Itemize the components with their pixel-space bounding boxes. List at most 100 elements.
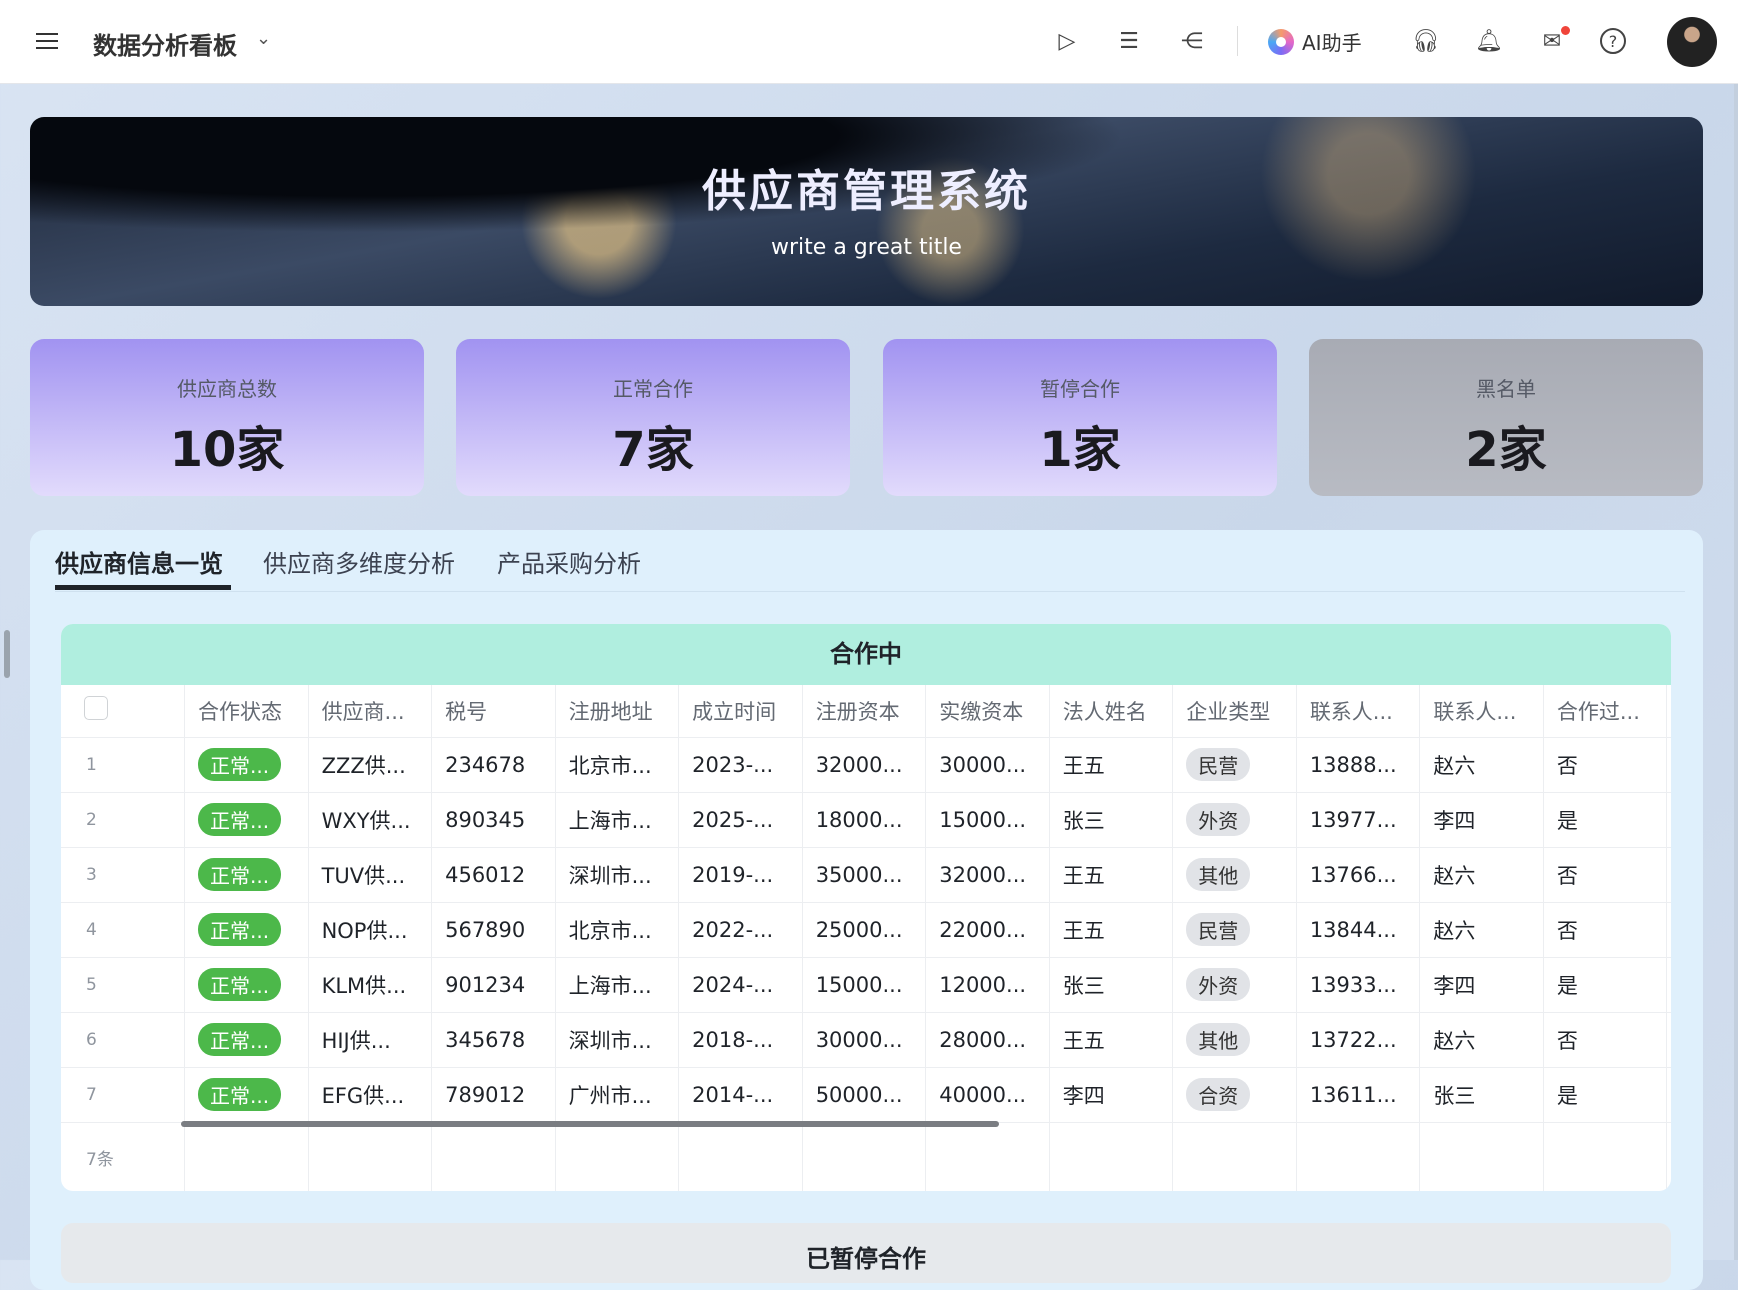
footer-cell xyxy=(1666,1122,1671,1191)
stat-label: 黑名单 xyxy=(1476,377,1536,401)
table-cell: 否 xyxy=(1543,847,1668,903)
status-badge: 正常... xyxy=(198,1023,282,1056)
column-header[interactable]: 实缴资本 xyxy=(925,685,1050,738)
table-cell: 赵六 xyxy=(1419,847,1544,903)
avatar[interactable] xyxy=(1667,17,1717,67)
table-cell: 32000... xyxy=(925,847,1050,903)
table-cell: 789012 xyxy=(431,1067,556,1123)
row-index: 5 xyxy=(61,957,186,1013)
ai-assistant-button[interactable]: AI助手 xyxy=(1268,27,1362,56)
table-cell: 40000... xyxy=(925,1067,1050,1123)
notification-dot xyxy=(1561,26,1570,35)
sliders-icon[interactable]: ☰ xyxy=(1119,28,1139,54)
table-cell: 李四 xyxy=(1419,792,1544,848)
company-type-cell: 民营 xyxy=(1172,902,1297,958)
table-cell: 15000... xyxy=(802,957,927,1013)
active-suppliers-table-card: 合作中 合作状态 供应商... 税号 注册地址 成立时间 注册资本 实缴资本 法人姓名 企业类型… xyxy=(61,624,1671,1191)
stat-card-paused: 暂停合作 1家 xyxy=(883,339,1277,496)
table-row[interactable]: 6 正常... HIJ供... 345678 深圳市... 2018-... 30000..… xyxy=(61,1012,1671,1068)
column-header[interactable]: 合作过... xyxy=(1543,685,1668,738)
table-cell: 13933... xyxy=(1296,957,1421,1013)
page-scrollbar[interactable] xyxy=(1734,84,1738,1260)
footer-cell xyxy=(1172,1122,1297,1191)
table-cell: 深圳市... xyxy=(555,847,680,903)
footer-cell xyxy=(1049,1122,1174,1191)
help-icon[interactable]: ? xyxy=(1600,28,1626,54)
chevron-down-icon[interactable]: ⌄ xyxy=(256,28,272,49)
table-cell: 18000... xyxy=(802,792,927,848)
table-cell: 2025-... xyxy=(678,792,803,848)
column-header[interactable]: 法人姓名 xyxy=(1049,685,1174,738)
ai-label: AI助手 xyxy=(1302,31,1362,55)
dashboard-title[interactable]: 数据分析看板 xyxy=(93,32,237,60)
table-cell: 王五 xyxy=(1049,1012,1174,1068)
column-header[interactable]: 合作状态 xyxy=(184,685,309,738)
stat-value: 2家 xyxy=(1465,422,1547,478)
play-icon[interactable]: ▷ xyxy=(1058,28,1076,54)
table-header-row: 合作状态 供应商... 税号 注册地址 成立时间 注册资本 实缴资本 法人姓名 企业类型 联系人.… xyxy=(61,685,1671,738)
table-cell: 15000... xyxy=(925,792,1050,848)
table-cell: 上海市... xyxy=(555,792,680,848)
tab-supplier-overview[interactable]: 供应商信息一览 xyxy=(55,550,223,578)
headset-icon[interactable]: 🎧︎ xyxy=(1412,28,1440,54)
stat-value: 10家 xyxy=(169,422,285,478)
select-all-checkbox[interactable] xyxy=(61,685,186,738)
table-row[interactable]: 5 正常... KLM供... 901234 上海市... 2024-... 15000..… xyxy=(61,957,1671,1013)
banner-subtitle: write a great title xyxy=(771,235,962,260)
table-cell: 否 xyxy=(1543,902,1668,958)
left-scroll-handle[interactable] xyxy=(4,630,10,678)
tab-procurement[interactable]: 产品采购分析 xyxy=(497,550,641,578)
table-cell: 456012 xyxy=(431,847,556,903)
column-header[interactable]: 供应商... xyxy=(308,685,433,738)
column-header[interactable]: 成立时间 xyxy=(678,685,803,738)
column-header[interactable]: 联系人... xyxy=(1419,685,1544,738)
table-row[interactable]: 2 正常... WXY供... 890345 上海市... 2025-... 18000..… xyxy=(61,792,1671,848)
table-cell: KLM供... xyxy=(308,957,433,1013)
company-type-cell: 合资 xyxy=(1172,1067,1297,1123)
table-row[interactable]: 4 正常... NOP供... 567890 北京市... 2022-... 25000..… xyxy=(61,902,1671,958)
table-row[interactable]: 1 正常... ZZZ供... 234678 北京市... 2023-... 32000..… xyxy=(61,737,1671,793)
stat-card-normal: 正常合作 7家 xyxy=(456,339,850,496)
table-cell: 否 xyxy=(1666,1012,1671,1068)
bell-icon[interactable]: 🔔︎ xyxy=(1475,28,1503,54)
table-cell: 345678 xyxy=(431,1012,556,1068)
ai-logo-icon xyxy=(1268,28,1294,55)
table-cell: 2023-... xyxy=(678,737,803,793)
table-cell: 是 xyxy=(1543,957,1668,1013)
footer-cell xyxy=(925,1122,1050,1191)
share-icon[interactable]: ⋲ xyxy=(1181,28,1203,54)
suppliers-table: 合作状态 供应商... 税号 注册地址 成立时间 注册资本 实缴资本 法人姓名 企业类型 联系人.… xyxy=(61,685,1671,1191)
active-tab-indicator xyxy=(55,585,231,590)
horizontal-scrollbar[interactable] xyxy=(181,1121,999,1127)
company-type-badge: 外资 xyxy=(1186,803,1251,836)
table-row[interactable]: 3 正常... TUV供... 456012 深圳市... 2019-... 35000..… xyxy=(61,847,1671,903)
tab-multi-dimension[interactable]: 供应商多维度分析 xyxy=(263,550,455,578)
stat-label: 正常合作 xyxy=(613,377,693,401)
column-header[interactable]: 注册资本 xyxy=(802,685,927,738)
column-header[interactable]: 税号 xyxy=(431,685,556,738)
menu-icon[interactable] xyxy=(36,33,58,49)
company-type-cell: 其他 xyxy=(1172,847,1297,903)
company-type-badge: 外资 xyxy=(1186,968,1251,1001)
column-header[interactable]: 是否参... xyxy=(1666,685,1671,738)
column-header[interactable]: 联系人... xyxy=(1296,685,1421,738)
table-cell: 王五 xyxy=(1049,847,1174,903)
table-cell: HIJ供... xyxy=(308,1012,433,1068)
column-header[interactable]: 注册地址 xyxy=(555,685,680,738)
status-badge: 正常... xyxy=(198,913,282,946)
table-cell: 张三 xyxy=(1049,792,1174,848)
company-type-badge: 合资 xyxy=(1186,1078,1251,1111)
table-cell: 2022-... xyxy=(678,902,803,958)
status-cell: 正常... xyxy=(184,957,309,1013)
table-cell: 35000... xyxy=(802,847,927,903)
table-row[interactable]: 7 正常... EFG供... 789012 广州市... 2014-... 50000..… xyxy=(61,1067,1671,1123)
stat-card-blacklist: 黑名单 2家 xyxy=(1309,339,1703,496)
column-header[interactable]: 企业类型 xyxy=(1172,685,1297,738)
table-cell: 赵六 xyxy=(1419,737,1544,793)
table-footer-row: 7条 xyxy=(61,1122,1671,1191)
table-cell: 否 xyxy=(1666,847,1671,903)
status-badge: 正常... xyxy=(198,968,282,1001)
company-type-cell: 民营 xyxy=(1172,737,1297,793)
inbox-icon[interactable]: ✉ xyxy=(1542,28,1562,54)
footer-cell xyxy=(802,1122,927,1191)
